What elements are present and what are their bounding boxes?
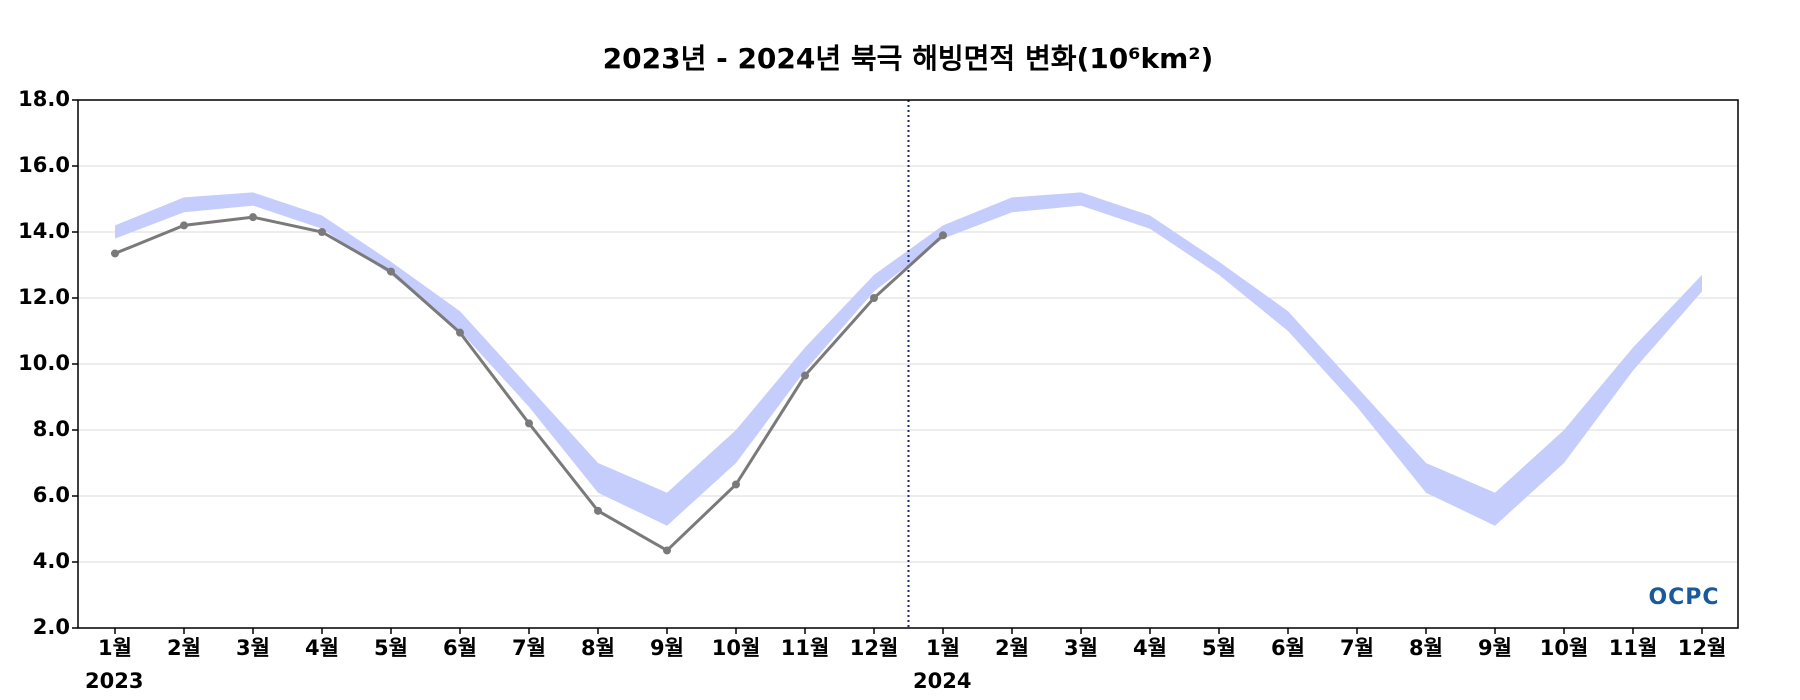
chart-title: 2023년 - 2024년 북극 해빙면적 변화(10⁶km²): [603, 42, 1214, 75]
x-tick-label: 7월: [512, 636, 546, 660]
point: [870, 294, 878, 302]
y-tick-label: 6.0: [33, 483, 70, 507]
x-tick-label: 3월: [236, 636, 270, 660]
range-band: [115, 192, 1702, 526]
y-tick-label: 14.0: [18, 219, 70, 243]
x-tick-label: 12월: [850, 636, 899, 660]
point: [594, 506, 602, 515]
x-tick-label: 1월: [926, 636, 960, 660]
point: [663, 546, 671, 555]
x-tick-label: 8월: [1409, 636, 1443, 660]
point: [801, 371, 809, 380]
x-tick-label: 2월: [995, 636, 1029, 660]
x-tick-label: 1월: [98, 636, 132, 660]
y-tick-label: 4.0: [33, 549, 70, 573]
y-tick-label: 16.0: [18, 153, 70, 177]
x-tick-label: 5월: [374, 636, 408, 660]
x-tick-label: 2월: [167, 636, 201, 660]
year-label: 2024: [913, 669, 971, 693]
point: [732, 480, 740, 489]
point: [456, 328, 464, 337]
x-tick-label: 10월: [712, 636, 761, 660]
x-tick-label: 12월: [1678, 636, 1727, 660]
point: [387, 267, 395, 276]
plot-frame: [77, 99, 1739, 629]
y-tick-label: 8.0: [33, 417, 70, 441]
x-tick-label: 11월: [1609, 636, 1658, 660]
point: [111, 249, 119, 258]
x-tick-label: 9월: [1478, 636, 1512, 660]
point: [318, 228, 326, 236]
series-line: [114, 215, 945, 553]
point: [180, 221, 188, 230]
x-tick-label: 4월: [305, 636, 339, 660]
x-tick-label: 5월: [1202, 636, 1236, 660]
x-tick-label: 6월: [443, 636, 477, 660]
y-tick-label: 10.0: [18, 351, 70, 375]
x-tick-label: 9월: [650, 636, 684, 660]
logo: OCPC: [1648, 585, 1719, 610]
x-tick-label: 4월: [1133, 636, 1167, 660]
point: [249, 213, 257, 222]
x-tick-label: 11월: [781, 636, 830, 660]
x-tick-label: 6월: [1271, 636, 1305, 660]
y-tick-label: 12.0: [18, 285, 70, 309]
point: [525, 419, 533, 428]
x-tick-label: 7월: [1340, 636, 1374, 660]
x-tick-label: 3월: [1064, 636, 1098, 660]
y-tick-label: 18.0: [18, 87, 70, 111]
x-tick-label: 10월: [1540, 636, 1589, 660]
year-label: 2023: [85, 669, 143, 693]
x-tick-label: 8월: [581, 636, 615, 660]
point: [939, 231, 947, 240]
y-tick-label: 2.0: [33, 615, 70, 639]
